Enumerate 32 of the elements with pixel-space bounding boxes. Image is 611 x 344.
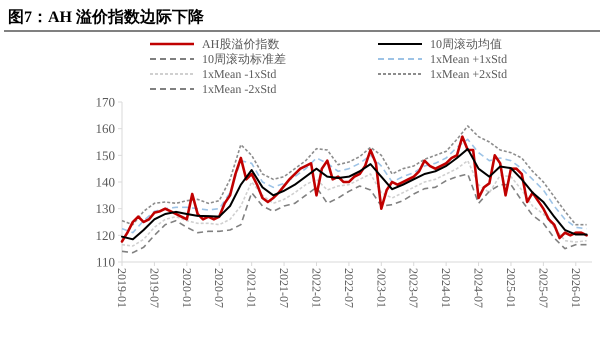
x-tick-label: 2025-07 — [536, 268, 550, 308]
x-tick-label: 2020-01 — [180, 268, 194, 308]
y-tick-label: 150 — [96, 148, 115, 163]
x-tick-label: 2024-01 — [439, 268, 454, 308]
line-series — [121, 173, 588, 254]
legend-label: 1xMean +1xStd — [430, 52, 508, 66]
y-tick-label: 170 — [96, 94, 115, 110]
x-tick-label: 2020-07 — [212, 268, 226, 308]
x-tick-label: 2025-01 — [504, 268, 518, 308]
legend-label: 1xMean -1xStd — [202, 67, 276, 81]
x-tick-label: 2023-01 — [374, 268, 388, 308]
x-tick-label: 2021-01 — [244, 268, 259, 308]
x-tick-label: 2023-07 — [406, 268, 421, 308]
y-tick-label: 110 — [96, 254, 115, 270]
x-tick-label: 2022-01 — [309, 268, 324, 308]
x-tick-label: 2022-07 — [342, 268, 356, 308]
chart-title: 图7：AH 溢价指数边际下降 — [8, 8, 205, 26]
legend-label: 10周滚动标准差 — [202, 52, 286, 66]
legend-label: 1xMean +2xStd — [430, 67, 508, 81]
x-tick-label: 2026-01 — [568, 268, 583, 308]
x-tick-label: 2021-07 — [277, 268, 292, 308]
y-tick-label: 120 — [96, 228, 115, 243]
line-series — [121, 125, 588, 226]
y-tick-label: 160 — [96, 121, 115, 136]
x-tick-label: 2019-01 — [115, 268, 129, 308]
legend-label: AH股溢价指数 — [202, 37, 280, 51]
legend-label: 1xMean -2xStd — [202, 82, 276, 96]
y-tick-label: 140 — [96, 174, 115, 190]
x-tick-label: 2024-07 — [472, 268, 486, 308]
x-tick-label: 2019-07 — [147, 268, 162, 308]
legend-label: 10周滚动均值 — [430, 37, 502, 51]
y-tick-label: 130 — [96, 201, 115, 216]
